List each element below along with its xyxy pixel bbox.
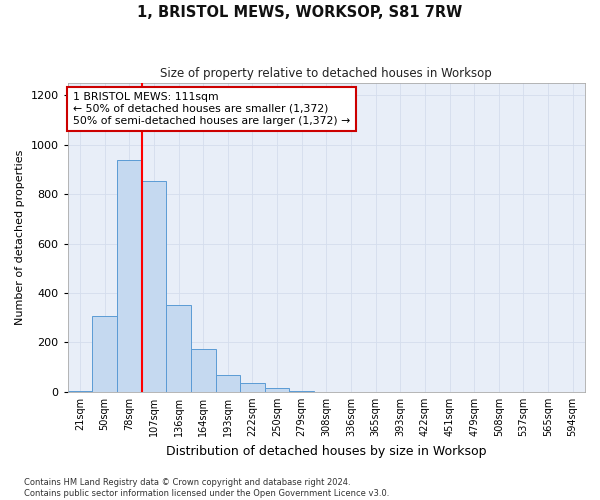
Text: Contains HM Land Registry data © Crown copyright and database right 2024.
Contai: Contains HM Land Registry data © Crown c… (24, 478, 389, 498)
Bar (240, 383, 265, 392)
Title: Size of property relative to detached houses in Worksop: Size of property relative to detached ho… (160, 68, 492, 80)
Y-axis label: Number of detached properties: Number of detached properties (15, 150, 25, 325)
X-axis label: Distribution of detached houses by size in Worksop: Distribution of detached houses by size … (166, 444, 487, 458)
Bar (117, 160, 142, 392)
Bar (265, 388, 289, 392)
Bar (142, 180, 166, 392)
Bar (92, 316, 117, 392)
Bar (191, 348, 215, 392)
Text: 1, BRISTOL MEWS, WORKSOP, S81 7RW: 1, BRISTOL MEWS, WORKSOP, S81 7RW (137, 5, 463, 20)
Bar (166, 306, 191, 392)
Bar (68, 390, 92, 392)
Text: 1 BRISTOL MEWS: 111sqm
← 50% of detached houses are smaller (1,372)
50% of semi-: 1 BRISTOL MEWS: 111sqm ← 50% of detached… (73, 92, 350, 126)
Bar (289, 391, 314, 392)
Bar (215, 374, 240, 392)
